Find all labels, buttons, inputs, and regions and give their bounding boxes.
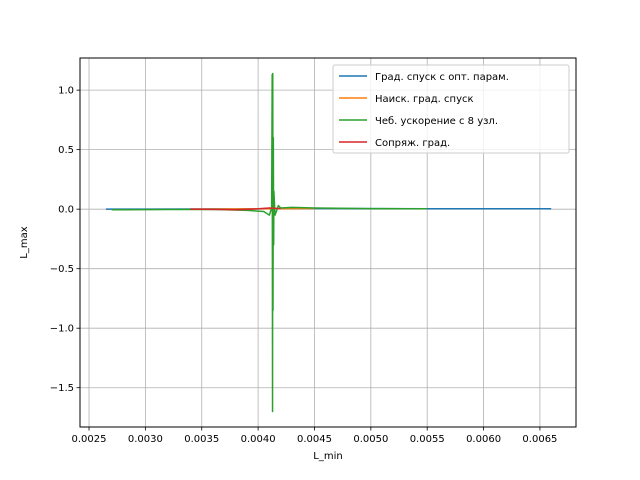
x-tick-label: 0.0050 bbox=[353, 434, 388, 445]
legend-box bbox=[332, 64, 570, 154]
axes-frame bbox=[79, 57, 577, 428]
x-tick-label: 0.0055 bbox=[410, 434, 445, 445]
x-tick-label: 0.0060 bbox=[466, 434, 501, 445]
y-tick-label: 0.0 bbox=[58, 205, 74, 216]
y-axis-label: L_max bbox=[19, 226, 30, 258]
legend-label: Град. спуск с опт. парам. bbox=[375, 72, 509, 83]
x-tick-label: 0.0030 bbox=[128, 434, 163, 445]
x-axis-ticks: 0.0025 0.0030 0.0035 0.0040 0.0045 0.0050 0.00… bbox=[72, 427, 557, 445]
x-tick-label: 0.0045 bbox=[297, 434, 332, 445]
legend: Град. спуск с опт. парам. Наиск. град. сп… bbox=[332, 64, 570, 154]
series-line bbox=[190, 207, 281, 211]
x-tick-label: 0.0040 bbox=[241, 434, 276, 445]
y-tick-label: 1.0 bbox=[58, 86, 74, 97]
y-axis-ticks: −1.5 −1.0 −0.5 0.0 0.5 1.0 bbox=[50, 86, 80, 394]
x-tick-label: 0.0065 bbox=[522, 434, 557, 445]
y-tick-label: −0.5 bbox=[50, 264, 74, 275]
legend-label: Сопряж. град. bbox=[375, 138, 450, 149]
series-lines bbox=[105, 72, 552, 413]
x-tick-label: 0.0025 bbox=[72, 434, 107, 445]
y-tick-label: 0.5 bbox=[58, 145, 74, 156]
y-tick-label: −1.5 bbox=[50, 383, 74, 394]
series-line bbox=[111, 72, 428, 413]
x-axis-label: L_min bbox=[313, 451, 342, 462]
y-tick-label: −1.0 bbox=[50, 324, 74, 335]
legend-label: Наиск. град. спуск bbox=[375, 94, 474, 105]
legend-label: Чеб. ускорение с 8 узл. bbox=[375, 116, 498, 127]
x-tick-label: 0.0035 bbox=[184, 434, 219, 445]
